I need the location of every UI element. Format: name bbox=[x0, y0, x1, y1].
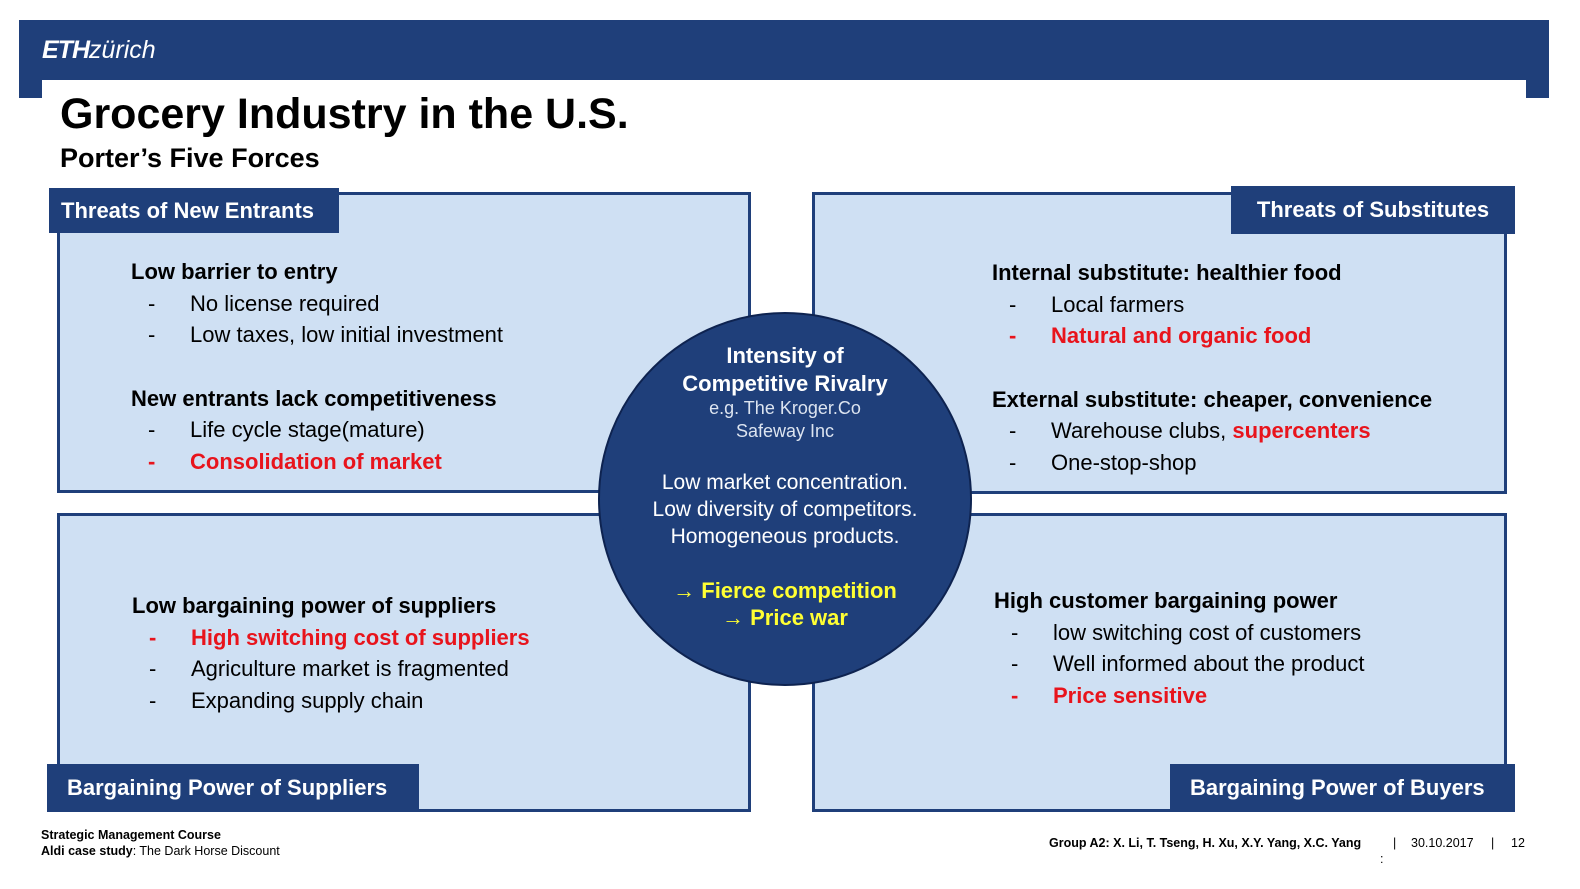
circle-description: Low market concentration. Low diversity … bbox=[652, 471, 918, 548]
footer-group: Group A2: X. Li, T. Tseng, H. Xu, X.Y. Y… bbox=[1049, 836, 1362, 850]
page-number: 12 bbox=[1511, 836, 1525, 850]
group-heading: Low bargaining power of suppliers bbox=[132, 593, 497, 618]
circle-examples: e.g. The Kroger.Co Safeway Inc bbox=[709, 398, 861, 441]
footer-course-info: Strategic Management Course Aldi case st… bbox=[41, 828, 280, 858]
competitive-rivalry-circle: Intensity of Competitive Rivalry e.g. Th… bbox=[598, 312, 972, 686]
list-item: - Well informed about the product bbox=[1011, 651, 1365, 676]
circle-result: → Fierce competition → Price war bbox=[673, 578, 897, 630]
group-heading: External substitute: cheaper, convenienc… bbox=[992, 386, 1433, 412]
footer-date: 30.10.2017 bbox=[1411, 836, 1474, 850]
list-item: - Low taxes, low initial investment bbox=[148, 322, 504, 347]
list-item: - Agriculture market is fragmented bbox=[149, 656, 509, 681]
footer-separator: | bbox=[1393, 836, 1397, 850]
list-item: - Life cycle stage(mature) bbox=[148, 417, 425, 442]
tag-threats-substitutes: Threats of Substitutes bbox=[1231, 186, 1515, 234]
eth-zurich-logo: ETHzürich bbox=[42, 36, 156, 64]
list-item-highlight: - High switching cost of suppliers bbox=[149, 624, 530, 650]
tag-threats-new-entrants: Threats of New Entrants bbox=[49, 188, 339, 233]
list-item: - Warehouse clubs, supercenters bbox=[1009, 418, 1371, 443]
slide-subtitle: Porter’s Five Forces bbox=[60, 143, 320, 173]
list-item-highlight: - Price sensitive bbox=[1011, 682, 1208, 708]
tag-bargaining-suppliers: Bargaining Power of Suppliers bbox=[47, 764, 419, 812]
tag-bargaining-buyers: Bargaining Power of Buyers bbox=[1170, 764, 1515, 812]
list-item: - One-stop-shop bbox=[1009, 449, 1197, 475]
suppliers-content: Low bargaining power of suppliers - High … bbox=[132, 590, 530, 716]
group-heading: New entrants lack competitiveness bbox=[131, 385, 497, 411]
group-heading: Internal substitute: healthier food bbox=[992, 260, 1342, 285]
list-item-highlight: - Consolidation of market bbox=[148, 448, 442, 474]
list-item: - low switching cost of customers bbox=[1011, 619, 1362, 645]
slide-title: Grocery Industry in the U.S. bbox=[60, 90, 629, 138]
circle-title: Intensity of Competitive Rivalry bbox=[682, 343, 888, 396]
list-item: - Local farmers bbox=[1009, 291, 1185, 317]
header-underlay bbox=[42, 80, 1526, 100]
buyers-content: High customer bargaining power - low swit… bbox=[994, 585, 1364, 711]
list-item: - No license required bbox=[148, 290, 380, 316]
list-item: - Expanding supply chain bbox=[149, 687, 424, 713]
substitutes-content: Internal substitute: healthier food - Loc… bbox=[992, 257, 1432, 478]
footer-separator: | bbox=[1491, 836, 1495, 850]
list-item-highlight: - Natural and organic food bbox=[1009, 323, 1312, 348]
new-entrants-content: Low barrier to entry - No license require… bbox=[131, 256, 503, 477]
group-heading: High customer bargaining power bbox=[994, 588, 1338, 613]
group-heading: Low barrier to entry bbox=[131, 259, 338, 284]
footer-colon: : bbox=[1380, 852, 1384, 866]
